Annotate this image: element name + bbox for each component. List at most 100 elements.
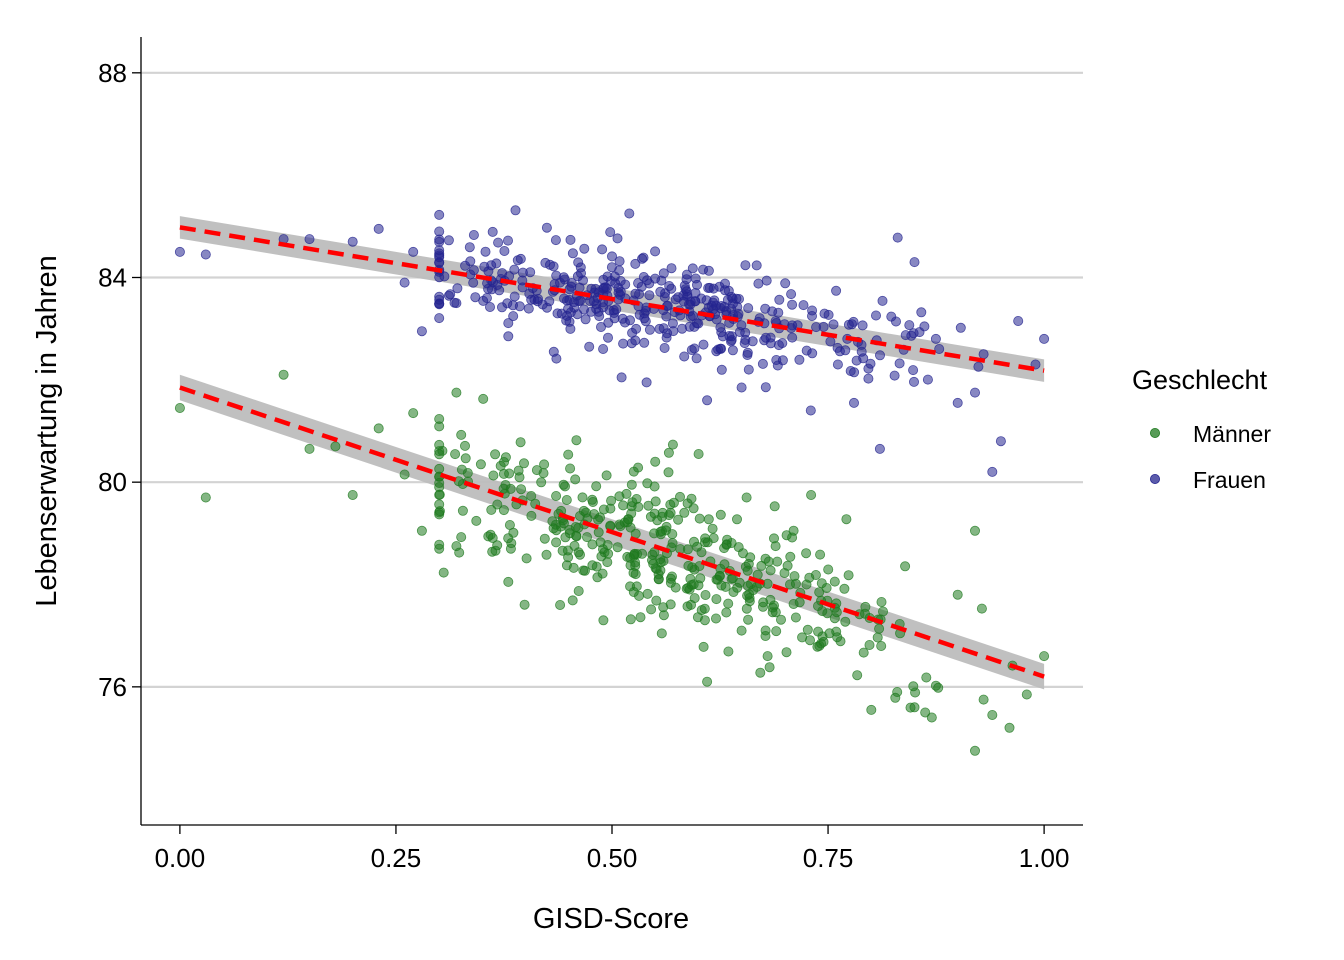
data-point [908,681,919,692]
data-point [578,565,589,576]
data-point [762,651,773,662]
x-tick-label: 0.25 [371,843,422,873]
data-point [564,294,575,305]
data-point [635,612,646,623]
data-point [849,397,860,408]
data-point [625,614,636,625]
data-point [487,226,498,237]
data-point [743,364,754,375]
data-point [779,568,790,579]
data-point [504,468,515,479]
data-point [815,549,826,560]
legend-title: Geschlecht [1132,365,1268,395]
data-point [633,278,644,289]
data-point [639,337,650,348]
data-point [661,332,672,343]
data-point [650,496,661,507]
data-point [813,626,824,637]
data-point [886,311,897,322]
data-point [727,345,738,356]
data-point [679,351,690,362]
data-point [832,359,843,370]
data-point [825,336,836,347]
data-point [802,624,813,635]
data-point [434,236,445,247]
data-point [492,499,503,510]
data-point [480,246,491,257]
data-point [634,590,645,601]
data-point [434,506,445,517]
data-point [579,304,590,315]
data-point [760,303,771,314]
data-point [526,294,537,305]
data-point [767,607,778,618]
data-point [475,459,486,470]
data-point [875,350,886,361]
data-point [663,447,674,458]
data-point [478,393,489,404]
regression-line-0 [179,385,1045,679]
data-point [459,440,470,451]
data-point [650,246,661,257]
data-point [741,492,752,503]
data-point [512,255,523,266]
data-point [597,244,608,255]
data-point [922,374,933,385]
data-point [858,353,869,364]
data-point [644,324,655,335]
data-point [174,246,185,257]
data-point [399,277,410,288]
data-point [438,567,449,578]
data-point [653,574,664,585]
data-point [952,397,963,408]
data-point [736,625,747,636]
data-point [876,597,887,608]
data-point [734,577,745,588]
data-point [921,672,932,683]
data-point [623,514,634,525]
data-point [612,542,623,553]
data-point [200,249,211,260]
data-point [642,588,653,599]
data-point [578,505,589,516]
data-point [845,365,856,376]
data-point [567,248,578,259]
data-point [681,286,692,297]
data-point [727,293,738,304]
data-point [605,227,616,238]
data-point [460,453,471,464]
data-point [503,576,514,587]
data-point [471,515,482,526]
data-point [624,208,635,219]
data-point [703,265,714,276]
data-point [807,305,818,316]
data-point [894,358,905,369]
data-point [682,601,693,612]
data-point [789,571,800,582]
data-point [630,258,641,269]
data-point [973,361,984,372]
data-point [822,608,833,619]
data-point [561,494,572,505]
data-point [542,302,553,313]
data-point [468,265,479,276]
data-point [454,547,465,558]
data-point [708,533,719,544]
data-point [774,294,785,305]
data-point [594,311,605,322]
data-point [570,522,581,533]
data-point [743,303,754,314]
data-point [801,548,812,559]
data-point [449,297,460,308]
data-point [771,626,782,637]
data-point [909,376,920,387]
data-point [539,459,550,470]
data-point [696,293,707,304]
data-point [773,340,784,351]
data-point [526,490,537,501]
data-point [573,257,584,268]
data-point [831,285,842,296]
data-point [618,338,629,349]
data-point [591,481,602,492]
regression-lines [179,225,1045,679]
